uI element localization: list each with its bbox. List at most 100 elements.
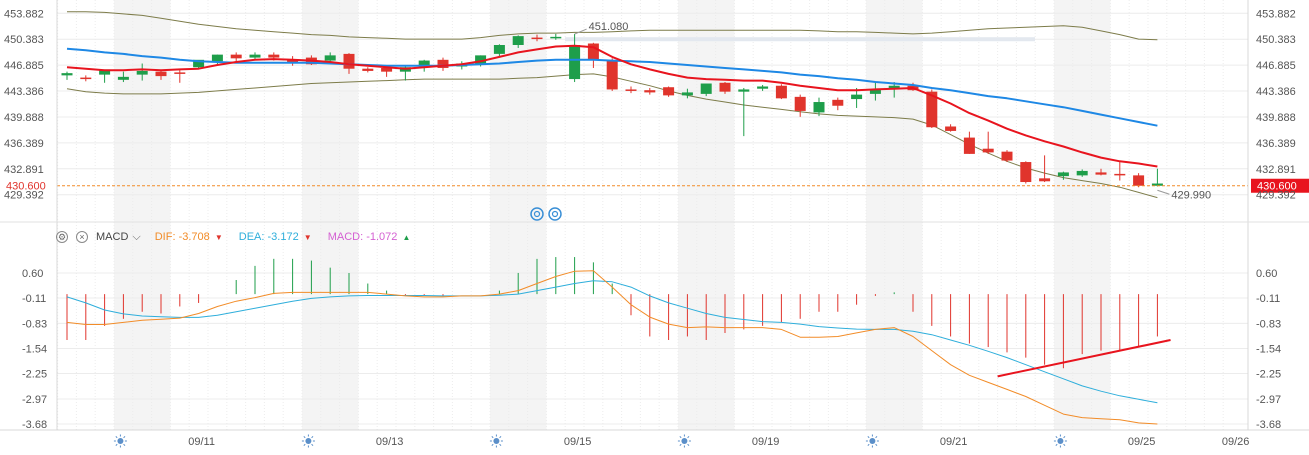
dea-value: -3.172 — [267, 231, 299, 243]
macd-label: MACD: — [327, 231, 364, 243]
zoom-out-icon — [548, 207, 562, 221]
price-panel: 430.600 430.600 451.080 429.990 — [0, 11, 1309, 221]
dea-direction-icon: ▼ — [303, 233, 312, 242]
current-price-right-label: 430.600 — [1257, 181, 1297, 193]
macd-tick-right: 0.60 — [1256, 268, 1277, 280]
macd-direction-icon: ▲ — [402, 233, 411, 242]
weekend-band — [866, 0, 923, 430]
candle-body — [268, 54, 280, 58]
candle-body — [230, 54, 242, 59]
price-tick-left: 432.891 — [4, 164, 44, 176]
current-price-left-label: 430.600 — [6, 181, 46, 193]
weekend-band — [1054, 0, 1111, 430]
candle-body — [1151, 183, 1163, 186]
x-tick-label: 09/11 — [188, 436, 215, 448]
candle-body — [343, 53, 355, 69]
price-tick-left: 453.882 — [4, 8, 44, 20]
sun-icon — [1053, 434, 1067, 448]
candle-body — [719, 82, 731, 92]
candle-body — [1001, 151, 1013, 161]
sun-icon-ray — [123, 443, 126, 446]
candle-body — [757, 86, 769, 89]
candle-body — [1076, 170, 1088, 176]
candle-body — [813, 102, 825, 113]
weekend-band — [490, 0, 547, 430]
dea-line — [66, 280, 1158, 404]
sun-icon-ray — [687, 436, 690, 439]
candle-body — [681, 92, 693, 96]
candle-body — [738, 89, 750, 92]
macd-tick-right: -0.11 — [1256, 293, 1280, 305]
close-icon[interactable]: × — [76, 231, 88, 243]
candle-body — [700, 83, 712, 94]
ma-short-line — [66, 44, 1158, 168]
x-tick-label: 09/13 — [376, 436, 404, 448]
x-tick-label: 09/26 — [1222, 436, 1250, 448]
candle-body — [99, 69, 111, 75]
zoom-in-icon-inner — [533, 210, 541, 218]
candle-body — [211, 54, 223, 62]
zoom-in-icon — [530, 207, 544, 221]
price-tick-right: 446.885 — [1256, 60, 1296, 72]
sun-icon-ray — [1063, 436, 1066, 439]
candle-body — [1039, 178, 1051, 182]
ma-long-line — [66, 47, 1158, 127]
candle-body — [493, 45, 505, 54]
price-tick-right: 439.888 — [1256, 112, 1296, 124]
macd-tick-right: -1.54 — [1256, 343, 1281, 355]
sun-icon-ray — [115, 443, 118, 446]
dif-line — [66, 270, 1158, 425]
candle-body — [249, 54, 261, 58]
sun-icon-ray — [867, 436, 870, 439]
weekend-band — [678, 0, 735, 430]
candle-body — [80, 77, 92, 80]
candle-body — [587, 43, 599, 60]
macd-tick-left: -1.54 — [22, 343, 47, 355]
sun-icon-ray — [679, 443, 682, 446]
indicator-legend: ⚙ × MACD ⌵ DIF: -3.708 ▼ DEA: -3.172 ▼ M… — [56, 229, 426, 245]
price-tick-right: 450.383 — [1256, 34, 1296, 46]
candle-body — [926, 91, 938, 128]
price-tick-left: 443.386 — [4, 86, 44, 98]
candle-body — [1133, 175, 1145, 186]
candle-body — [832, 99, 844, 106]
candle-body — [1095, 172, 1107, 175]
candle-body — [888, 85, 900, 88]
candle-body — [381, 67, 393, 72]
candle-body — [1114, 173, 1126, 176]
candle-body — [117, 76, 129, 80]
candle-body — [569, 45, 581, 80]
candle-body — [1057, 172, 1069, 177]
candle-body — [869, 89, 881, 94]
candle-body — [775, 85, 787, 99]
macd-tick-right: -2.97 — [1256, 394, 1281, 406]
price-tick-right: 429.392 — [1256, 190, 1296, 202]
gear-icon[interactable]: ⚙ — [56, 231, 68, 243]
sun-icon-core — [869, 438, 876, 444]
candle-body — [606, 60, 618, 90]
annotation-leader — [574, 28, 587, 35]
sun-icon-core — [1057, 438, 1064, 444]
price-tick-right: 432.891 — [1256, 164, 1296, 176]
price-tick-left: 446.885 — [4, 60, 44, 72]
sun-icon-core — [493, 438, 500, 444]
zoom-out-icon-inner — [551, 210, 559, 218]
price-tick-right: 443.386 — [1256, 86, 1296, 98]
sun-icon — [677, 434, 691, 448]
price-tick-left: 436.389 — [4, 138, 44, 150]
dif-legend: DIF: -3.708 ▼ — [155, 231, 223, 243]
candle-body — [550, 36, 562, 39]
price-tick-left: 439.888 — [4, 112, 44, 124]
chevron-down-icon[interactable]: ⌵ — [132, 230, 141, 243]
candle-body — [174, 72, 186, 74]
macd-tick-left: -2.97 — [22, 394, 47, 406]
x-tick-label: 09/19 — [752, 436, 780, 448]
indicator-name[interactable]: MACD — [96, 231, 129, 243]
current-price-right-bg — [1251, 178, 1309, 193]
sun-icon-ray — [875, 443, 878, 446]
candle-body — [193, 59, 205, 68]
candle-body — [663, 87, 675, 96]
